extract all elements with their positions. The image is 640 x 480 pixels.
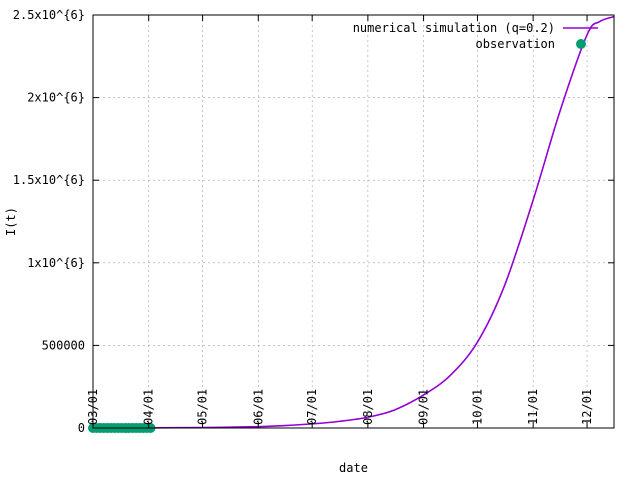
y-tick-label: 2.5x10^{6} bbox=[13, 8, 85, 22]
x-tick-label: 09/01 bbox=[417, 389, 431, 425]
x-tick-label: 03/01 bbox=[86, 389, 100, 425]
x-tick-label: 06/01 bbox=[251, 389, 265, 425]
y-tick-label: 2x10^{6} bbox=[27, 91, 85, 105]
ticks: 0 500000 1x10^{6} 1.5x10^{6} 2x10^{6} 2.5x10^… bbox=[13, 8, 614, 435]
x-tick-label: 12/01 bbox=[580, 389, 594, 425]
x-tick-label: 07/01 bbox=[305, 389, 319, 425]
y-tick-label: 1x10^{6} bbox=[27, 256, 85, 270]
y-tick-label: 500000 bbox=[42, 338, 85, 352]
plot-frame bbox=[92, 14, 615, 429]
legend-label-observation: observation bbox=[476, 37, 555, 51]
simulation-line bbox=[93, 15, 614, 429]
legend-swatch-observation bbox=[576, 39, 586, 49]
legend-label-simulation: numerical simulation (q=0.2) bbox=[353, 21, 555, 35]
x-tick-label: 08/01 bbox=[361, 389, 375, 425]
y-tick-label: 1.5x10^{6} bbox=[13, 173, 85, 187]
x-axis-label: date bbox=[339, 461, 368, 475]
grid bbox=[93, 15, 614, 428]
x-tick-label: 10/01 bbox=[470, 389, 484, 425]
legend: numerical simulation (q=0.2) observation bbox=[353, 21, 598, 51]
y-axis-label: I(t) bbox=[4, 207, 18, 236]
x-tick-label: 05/01 bbox=[196, 389, 210, 425]
series-layer bbox=[88, 15, 614, 433]
y-tick-label: 0 bbox=[78, 421, 85, 435]
x-tick-label: 11/01 bbox=[526, 389, 540, 425]
x-tick-label: 04/01 bbox=[142, 389, 156, 425]
